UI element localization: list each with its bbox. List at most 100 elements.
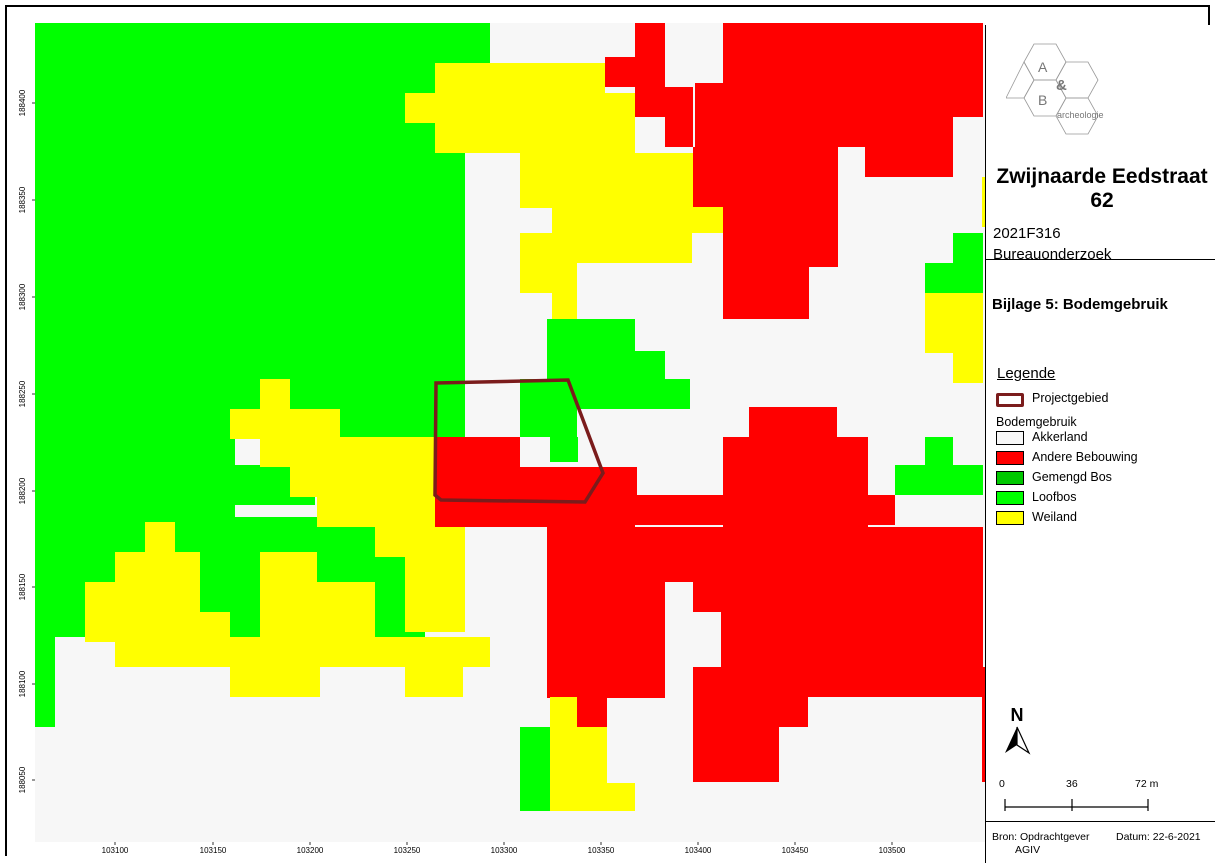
x-tick-label: 103500	[879, 846, 906, 855]
land-use-cell	[405, 557, 465, 632]
legend-label: Projectgebied	[1032, 391, 1109, 405]
land-use-cell	[230, 409, 340, 439]
land-use-cell	[607, 467, 637, 497]
land-use-cell	[577, 697, 607, 727]
land-use-raster: 188400 188350 188300 188250 188200 188150 1881…	[7, 7, 985, 858]
land-use-cell	[520, 727, 550, 811]
land-use-cell	[550, 437, 578, 462]
legend-group-label: Bodemgebruik	[996, 415, 1077, 429]
project-code: 2021F316	[993, 225, 1061, 242]
legend-swatch	[996, 511, 1024, 525]
legend-label: Akkerland	[1032, 430, 1088, 444]
land-use-cell	[865, 495, 895, 525]
land-use-cell	[723, 23, 983, 89]
legend-title: Legende	[997, 365, 1056, 382]
map-date: Datum: 22-6-2021	[1116, 831, 1201, 843]
logo-letter-b: B	[1038, 92, 1047, 108]
source-line-1: Bron: Opdrachtgever	[992, 831, 1090, 843]
project-title: Zwijnaarde Eedstraat 62	[996, 165, 1208, 212]
map-layout-frame: 188400 188350 188300 188250 188200 188150 1881…	[5, 5, 1215, 863]
land-use-cell	[405, 93, 435, 123]
land-use-cell	[35, 23, 465, 438]
legend-swatch	[996, 491, 1024, 505]
land-use-cell	[260, 437, 435, 467]
land-use-cell	[35, 433, 235, 523]
land-use-cell	[552, 293, 577, 319]
land-use-cell	[953, 233, 983, 263]
land-use-cell	[85, 582, 200, 612]
project-type: Bureauonderzoek	[993, 246, 1112, 263]
land-use-cell	[550, 697, 577, 727]
land-use-cell	[665, 582, 693, 610]
x-tick-label: 103300	[491, 846, 518, 855]
legend-label: Andere Bebouwing	[1032, 450, 1138, 464]
land-use-cell	[230, 612, 260, 637]
land-use-cell	[925, 437, 953, 467]
x-tick-label: 103100	[102, 846, 129, 855]
land-use-cell	[693, 727, 779, 782]
land-use-cell	[375, 527, 465, 557]
x-tick-label: 103350	[588, 846, 615, 855]
land-use-cell	[230, 662, 320, 697]
land-use-cell	[520, 153, 695, 208]
source-line-2: AGIV	[1015, 844, 1041, 856]
land-use-cell	[721, 612, 983, 667]
land-use-cell	[550, 727, 607, 811]
land-use-cell	[693, 667, 983, 697]
land-use-cell	[982, 667, 985, 782]
land-use-cell	[465, 23, 490, 63]
land-use-map[interactable]: 188400 188350 188300 188250 188200 188150 1881…	[7, 7, 985, 858]
axis-margin	[7, 842, 985, 858]
axis-margin	[7, 7, 985, 23]
x-tick-label: 103450	[782, 846, 809, 855]
north-label: N	[1011, 705, 1024, 725]
land-use-cell	[520, 233, 577, 293]
source-credit: Bron: Opdrachtgever AGIV	[992, 831, 1089, 857]
land-use-cell	[552, 203, 752, 233]
legend-swatch	[996, 451, 1024, 465]
land-use-cell	[260, 552, 320, 637]
project-area-swatch	[996, 393, 1024, 407]
land-use-cell	[693, 697, 808, 727]
logo-text: archeologie	[1057, 110, 1104, 120]
legend-group-title: Bodemgebruik	[996, 415, 1077, 429]
land-use-cell	[317, 582, 375, 637]
x-tick-label: 103250	[394, 846, 421, 855]
y-tick-label: 188150	[18, 573, 27, 600]
land-use-cell	[547, 351, 665, 381]
land-use-cell	[547, 527, 892, 582]
y-tick-label: 188400	[18, 89, 27, 116]
land-use-cell	[435, 437, 520, 467]
land-use-cell	[749, 407, 837, 437]
land-use-cell	[435, 63, 605, 93]
land-use-cell	[635, 87, 693, 117]
legend-swatch	[996, 471, 1024, 485]
legend-swatch	[996, 431, 1024, 445]
land-use-cell	[260, 379, 290, 409]
land-use-cell	[115, 552, 205, 582]
land-use-cell	[375, 582, 405, 637]
land-use-cell	[865, 117, 953, 177]
y-tick-label: 188350	[18, 186, 27, 213]
y-tick-label: 188050	[18, 766, 27, 793]
land-use-cell	[317, 552, 375, 582]
logo-ampersand: &	[1056, 77, 1067, 94]
x-tick-label: 103150	[200, 846, 227, 855]
legend-label: Weiland	[1032, 510, 1077, 524]
land-use-cell	[982, 177, 985, 227]
project-area-outline[interactable]	[433, 378, 605, 504]
footer-divider	[986, 821, 1215, 822]
land-use-cell	[145, 522, 175, 552]
annex-title: Bijlage 5: Bodemgebruik	[992, 296, 1168, 313]
legend-label: Loofbos	[1032, 490, 1077, 504]
x-tick-label: 103200	[297, 846, 324, 855]
y-tick-label: 188250	[18, 380, 27, 407]
land-use-cell	[520, 379, 690, 409]
land-use-cell	[605, 57, 665, 87]
legend-label: Gemengd Bos	[1032, 470, 1112, 484]
ab-archeologie-logo: A & B archeologie	[1006, 43, 1104, 135]
land-use-cell	[693, 582, 983, 612]
panel-divider	[986, 259, 1215, 260]
logo-letter-a: A	[1038, 59, 1048, 75]
land-use-cell	[520, 407, 577, 437]
